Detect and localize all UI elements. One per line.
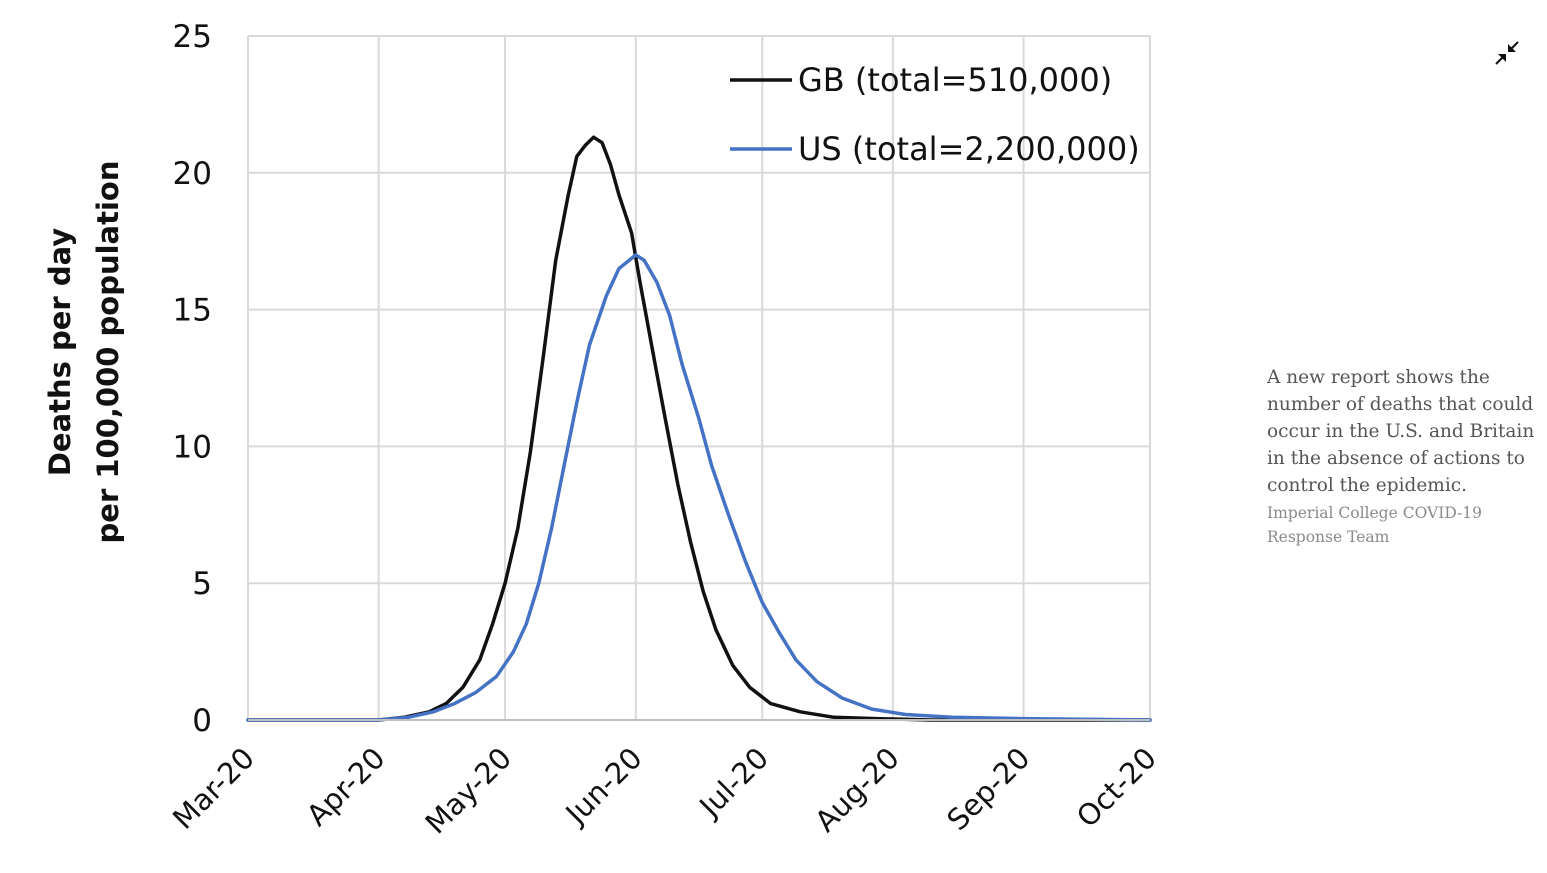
x-tick-label: May-20 [418,741,518,841]
y-tick-label: 20 [173,156,212,192]
y-tick-label: 25 [173,19,212,55]
collapse-arrows-icon [1495,41,1519,65]
x-tick-label: Jul-20 [691,741,775,825]
chart-caption: A new report shows the number of deaths … [1267,364,1537,549]
legend-label-1: US (total=2,200,000) [798,130,1140,168]
series-line-1 [246,253,1152,722]
y-axis-label-line-1: Deaths per day [43,228,77,476]
deaths-per-day-chart: 0 5 10 15 20 25 Mar-20 Apr-20 May-20 Jun-20 Jul-20… [43,19,1163,841]
y-tick-label: 15 [173,293,212,329]
caption-credit: Imperial College COVID-19 Response Team [1267,504,1482,546]
collapse-button[interactable] [1490,36,1524,70]
series-line-0 [246,135,1152,722]
x-tick-label: Jun-20 [558,741,649,832]
x-tick-label: Mar-20 [166,741,261,836]
chart-series-layer [246,135,1152,722]
x-tick-label: Sep-20 [940,741,1036,837]
y-axis-label-line-2: per 100,000 population [91,161,125,544]
x-tick-label: Oct-20 [1070,741,1163,834]
y-tick-label: 5 [192,566,212,602]
caption-text: A new report shows the number of deaths … [1267,367,1535,496]
y-axis-label: Deaths per day per 100,000 population [43,161,125,544]
y-tick-label: 10 [173,429,212,465]
y-tick-label: 0 [192,703,212,739]
legend-label-0: GB (total=510,000) [798,61,1112,99]
x-tick-label: Aug-20 [808,741,906,839]
chart-legend: GB (total=510,000) US (total=2,200,000) [730,61,1140,168]
x-tick-label: Apr-20 [300,741,392,833]
